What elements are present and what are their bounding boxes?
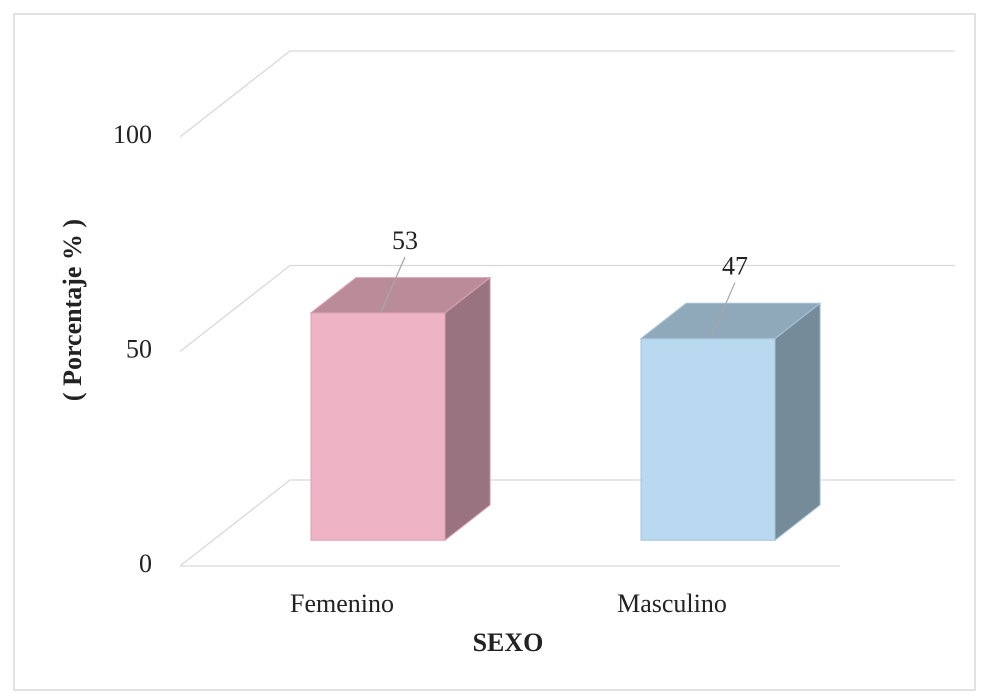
grid-line: [179, 50, 955, 138]
grid-line: [179, 264, 955, 353]
bar: [309, 276, 492, 542]
label-leader: [710, 282, 736, 338]
y-tick-label: 0: [139, 549, 152, 578]
bar-side: [444, 276, 491, 542]
data-label: 53: [392, 226, 418, 255]
y-tick-label: 50: [126, 334, 152, 363]
label-leader: [380, 256, 406, 313]
x-axis-title: SEXO: [473, 628, 544, 657]
bar-top: [309, 277, 492, 314]
y-tick-label: 100: [113, 120, 152, 149]
x-tick-label: Masculino: [617, 589, 727, 618]
x-tick-label: Femenino: [290, 589, 394, 618]
bar-front: [640, 338, 776, 541]
bar-side: [774, 302, 821, 542]
bar-top: [639, 302, 822, 340]
chart-border: [13, 13, 976, 691]
bar-front: [310, 312, 446, 541]
bar: [639, 302, 822, 542]
data-label: 47: [722, 252, 748, 281]
y-axis-title: ( Porcentaje % ): [58, 219, 87, 401]
